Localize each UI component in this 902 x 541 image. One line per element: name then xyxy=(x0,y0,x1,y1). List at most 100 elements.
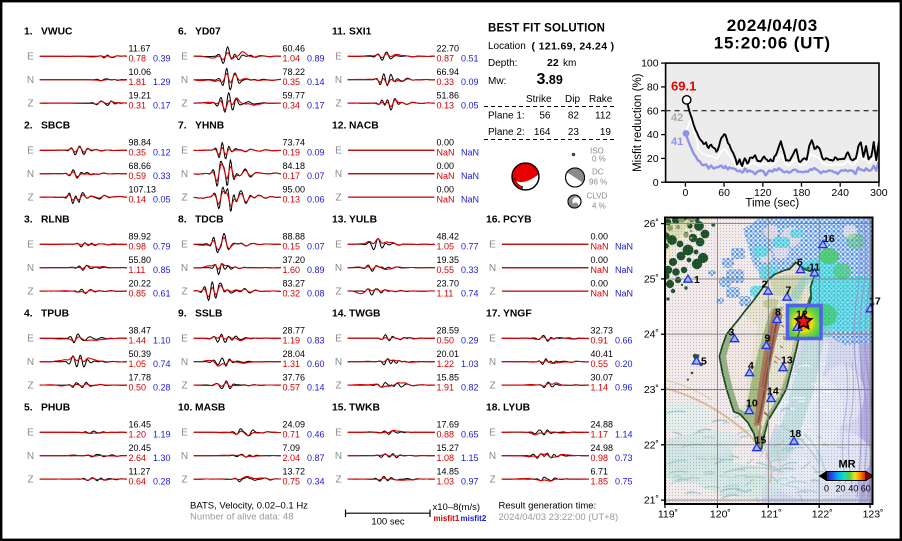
svg-text:0.74: 0.74 xyxy=(153,359,171,369)
svg-text:0.28: 0.28 xyxy=(153,382,171,392)
svg-text:21˚: 21˚ xyxy=(644,495,659,507)
svg-text:0.88: 0.88 xyxy=(437,430,455,440)
svg-text:N: N xyxy=(181,75,188,86)
svg-text:Rake: Rake xyxy=(589,94,613,105)
svg-text:1.85: 1.85 xyxy=(591,476,609,486)
svg-text:1: 1 xyxy=(694,274,700,286)
svg-text:E: E xyxy=(181,146,188,157)
svg-text:E: E xyxy=(335,52,342,63)
svg-text:1.81: 1.81 xyxy=(129,77,147,87)
svg-text:E: E xyxy=(27,334,34,345)
svg-text:0.00: 0.00 xyxy=(591,232,609,242)
svg-text:0.29: 0.29 xyxy=(461,336,479,346)
svg-text:0.00: 0.00 xyxy=(437,161,455,171)
svg-text:0.14: 0.14 xyxy=(307,382,325,392)
svg-text:15.TWKB: 15. TWKB xyxy=(332,403,380,414)
svg-text:0.71: 0.71 xyxy=(283,430,301,440)
svg-text:0.00: 0.00 xyxy=(591,279,609,289)
svg-text:8.TDCB: 8. TDCB xyxy=(178,215,224,226)
svg-text:0.87: 0.87 xyxy=(437,54,455,64)
svg-text:NaN: NaN xyxy=(591,288,609,298)
svg-text:25˚: 25˚ xyxy=(644,273,659,285)
svg-text:69.1: 69.1 xyxy=(671,79,696,94)
svg-text:0.61: 0.61 xyxy=(153,288,171,298)
svg-text:0 %: 0 % xyxy=(592,155,606,164)
svg-text:0.17: 0.17 xyxy=(283,171,301,181)
svg-text:14.85: 14.85 xyxy=(437,467,460,477)
svg-text:17.YNGF: 17. YNGF xyxy=(486,309,532,320)
svg-text:1.08: 1.08 xyxy=(437,453,455,463)
svg-text:1.05: 1.05 xyxy=(437,242,455,252)
svg-text:0.79: 0.79 xyxy=(153,242,171,252)
svg-text:1.91: 1.91 xyxy=(437,382,455,392)
svg-text:14: 14 xyxy=(767,386,779,398)
svg-text:28.04: 28.04 xyxy=(283,349,306,359)
svg-text:22˚: 22˚ xyxy=(644,439,659,451)
svg-text:N: N xyxy=(181,263,188,274)
svg-text:82: 82 xyxy=(568,111,580,122)
svg-text:6.71: 6.71 xyxy=(591,467,609,477)
svg-text:24.88: 24.88 xyxy=(591,420,614,430)
svg-text:NaN: NaN xyxy=(591,265,609,275)
svg-text:24.09: 24.09 xyxy=(283,420,306,430)
svg-text:N: N xyxy=(181,169,188,180)
svg-text:0.15: 0.15 xyxy=(283,242,301,252)
svg-text:0.08: 0.08 xyxy=(307,288,325,298)
svg-text:240: 240 xyxy=(831,187,849,199)
svg-text:2024/04/03: 2024/04/03 xyxy=(727,16,818,35)
svg-text:96 %: 96 % xyxy=(589,178,607,187)
svg-text:22.70: 22.70 xyxy=(437,44,460,54)
svg-text:19.21: 19.21 xyxy=(129,91,152,101)
svg-text:3.RLNB: 3. RLNB xyxy=(24,215,70,226)
svg-text:5.PHUB: 5. PHUB xyxy=(24,403,70,414)
svg-text:14.TWGB: 14. TWGB xyxy=(332,309,380,320)
svg-text:0.14: 0.14 xyxy=(129,194,147,204)
svg-text:N: N xyxy=(27,357,34,368)
svg-text:9: 9 xyxy=(765,333,771,345)
svg-text:164: 164 xyxy=(534,127,551,138)
svg-text:E: E xyxy=(335,334,342,345)
svg-text:E: E xyxy=(335,240,342,251)
svg-text:1.22: 1.22 xyxy=(437,359,455,369)
svg-text:30.07: 30.07 xyxy=(591,373,614,383)
svg-text:7: 7 xyxy=(786,285,792,297)
svg-text:Z: Z xyxy=(27,287,33,298)
svg-text:0.05: 0.05 xyxy=(461,100,479,110)
svg-text:1.20: 1.20 xyxy=(129,430,147,440)
svg-text:3: 3 xyxy=(729,327,735,339)
svg-text:Result generation time:: Result generation time: xyxy=(499,501,597,512)
svg-text:3.89: 3.89 xyxy=(537,71,563,88)
svg-text:7.09: 7.09 xyxy=(283,443,301,453)
svg-text:15:20:06 (UT): 15:20:06 (UT) xyxy=(714,33,831,52)
svg-text:BEST FIT SOLUTION: BEST FIT SOLUTION xyxy=(488,23,605,35)
svg-text:0.19: 0.19 xyxy=(283,148,301,158)
svg-text:NaN: NaN xyxy=(461,171,479,181)
svg-text:17.69: 17.69 xyxy=(437,420,460,430)
svg-text:E: E xyxy=(181,428,188,439)
svg-text:0.97: 0.97 xyxy=(461,476,479,486)
svg-text:22: 22 xyxy=(547,57,559,69)
svg-text:120˚: 120˚ xyxy=(710,509,731,521)
svg-text:0.50: 0.50 xyxy=(437,336,455,346)
svg-text:0.00: 0.00 xyxy=(591,255,609,265)
svg-text:1.11: 1.11 xyxy=(437,288,454,298)
svg-text:0.33: 0.33 xyxy=(461,265,479,275)
svg-text:1.14: 1.14 xyxy=(615,430,633,440)
svg-text:1.19: 1.19 xyxy=(283,336,301,346)
svg-text:1.05: 1.05 xyxy=(129,359,147,369)
svg-text:E: E xyxy=(335,146,342,157)
svg-text:Z: Z xyxy=(27,381,33,392)
svg-text:2.04: 2.04 xyxy=(283,453,301,463)
svg-text:66.94: 66.94 xyxy=(437,67,460,77)
svg-text:15.27: 15.27 xyxy=(437,443,460,453)
svg-text:E: E xyxy=(27,428,34,439)
svg-text:0.85: 0.85 xyxy=(129,288,147,298)
svg-text:Z: Z xyxy=(335,193,341,204)
svg-text:0.17: 0.17 xyxy=(153,100,171,110)
svg-text:19.35: 19.35 xyxy=(437,255,460,265)
svg-text:NaN: NaN xyxy=(437,171,455,181)
svg-text:60: 60 xyxy=(861,484,871,494)
svg-text:Mw:: Mw: xyxy=(488,76,506,87)
svg-text:Strike: Strike xyxy=(526,94,552,105)
svg-text:122˚: 122˚ xyxy=(812,509,833,521)
